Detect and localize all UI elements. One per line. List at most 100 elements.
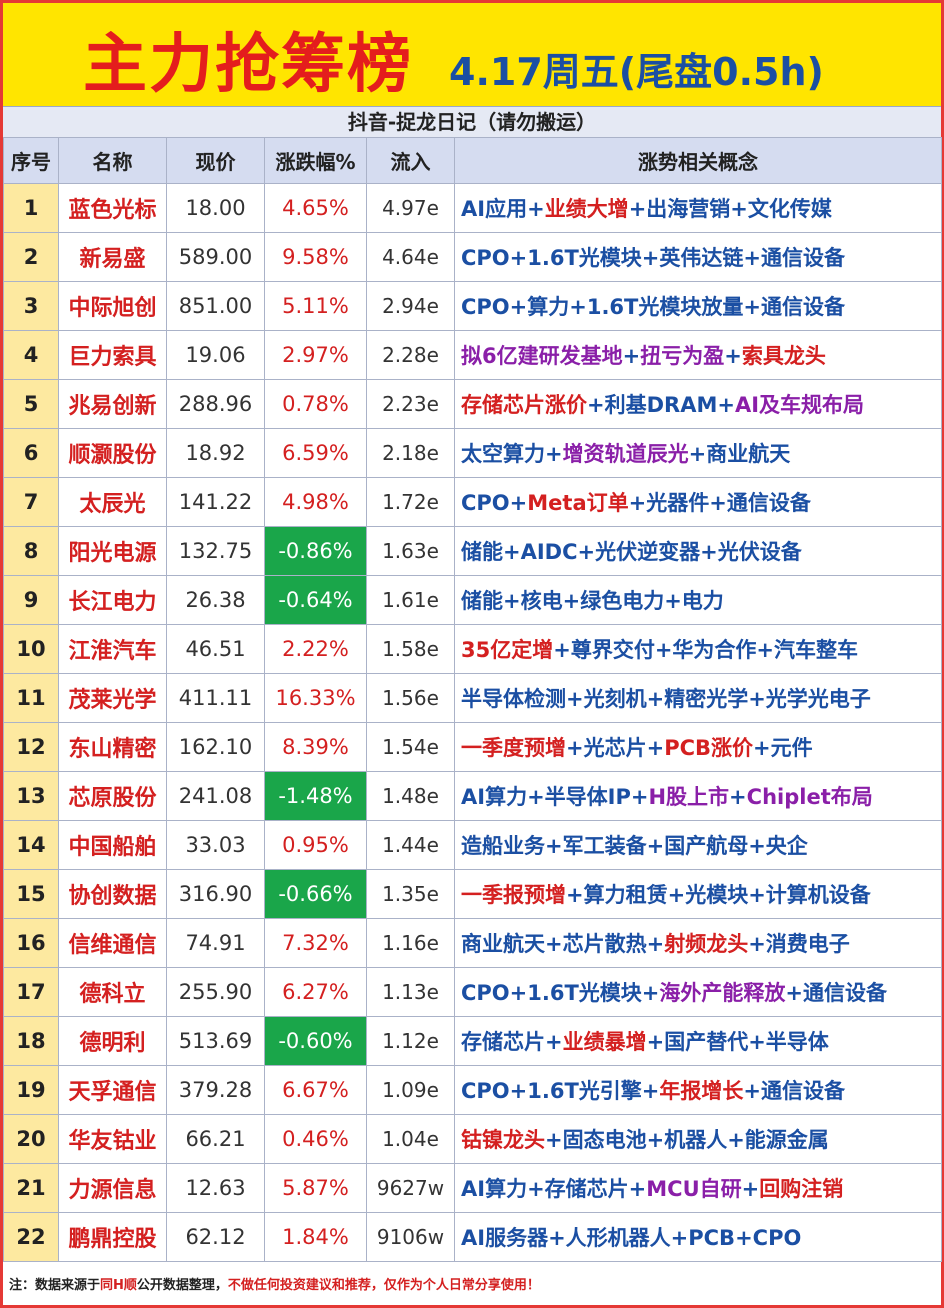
concept-cell: AI应用+业绩大增+出海营销+文化传媒 — [454, 183, 942, 233]
change-pct: 6.27% — [264, 967, 367, 1017]
table-row: 5 兆易创新 288.96 0.78% 2.23e 存储芯片涨价+利基DRAM+AI及车规… — [3, 379, 942, 429]
concept-segment: 扭亏为盈 — [640, 344, 725, 368]
concept-segment: AI及车规布局 — [734, 393, 865, 417]
row-index: 8 — [3, 526, 59, 576]
row-index: 18 — [3, 1016, 59, 1066]
concept-segment: +国产替代+半导体 — [646, 1030, 829, 1054]
row-index: 22 — [3, 1212, 59, 1262]
concept-segment: H股上市 — [648, 785, 730, 809]
change-pct: 4.65% — [264, 183, 367, 233]
footer-disclaimer: 注：数据来源于同H顺公开数据整理，不做任何投资建议和推荐，仅作为个人日常分享使用… — [3, 1267, 944, 1305]
concept-segment: 回购注销 — [759, 1177, 844, 1201]
change-pct: 9.58% — [264, 232, 367, 282]
row-index: 20 — [3, 1114, 59, 1164]
concept-cell: 储能+核电+绿色电力+电力 — [454, 575, 942, 625]
stock-price: 851.00 — [166, 281, 265, 331]
col-header-name: 名称 — [58, 137, 167, 184]
row-index: 9 — [3, 575, 59, 625]
inflow-amount: 4.64e — [366, 232, 455, 282]
concept-segment: CPO+ — [461, 491, 528, 515]
footer-prefix: 注：数据来源于 — [9, 1278, 101, 1293]
stock-price: 513.69 — [166, 1016, 265, 1066]
col-header-price: 现价 — [166, 137, 265, 184]
concept-segment: CPO+算力+1.6T光模块放量+通信设备 — [461, 295, 845, 319]
concept-segment: Chiplet布局 — [746, 785, 873, 809]
table-row: 9 长江电力 26.38 -0.64% 1.61e 储能+核电+绿色电力+电力 — [3, 575, 942, 625]
concept-cell: 半导体检测+光刻机+精密光学+光学光电子 — [454, 673, 942, 723]
concept-cell: 35亿定增+尊界交付+华为合作+汽车整车 — [454, 624, 942, 674]
concept-segment: + — [729, 785, 747, 809]
concept-cell: CPO+1.6T光模块+海外产能释放+通信设备 — [454, 967, 942, 1017]
stock-price: 26.38 — [166, 575, 265, 625]
stock-price: 62.12 — [166, 1212, 265, 1262]
concept-segment: Meta订单 — [527, 491, 629, 515]
row-index: 12 — [3, 722, 59, 772]
table-row: 6 顺灏股份 18.92 6.59% 2.18e 太空算力+增资轨道辰光+商业航天 — [3, 428, 942, 478]
stock-name: 长江电力 — [58, 575, 167, 625]
stock-name: 蓝色光标 — [58, 183, 167, 233]
inflow-amount: 2.18e — [366, 428, 455, 478]
row-index: 19 — [3, 1065, 59, 1115]
row-index: 6 — [3, 428, 59, 478]
change-pct: 5.87% — [264, 1163, 367, 1213]
table-row: 16 信维通信 74.91 7.32% 1.16e 商业航天+芯片散热+射频龙头+消费电子 — [3, 918, 942, 968]
concept-segment: +出海营销+文化传媒 — [628, 197, 832, 221]
table-row: 19 天孚通信 379.28 6.67% 1.09e CPO+1.6T光引擎+年报增长+通… — [3, 1065, 942, 1115]
table-row: 11 茂莱光学 411.11 16.33% 1.56e 半导体检测+光刻机+精密光学+光学… — [3, 673, 942, 723]
stock-name: 天孚通信 — [58, 1065, 167, 1115]
col-header-index: 序号 — [3, 137, 59, 184]
concept-segment: CPO+1.6T光模块+英伟达链+通信设备 — [461, 246, 845, 270]
concept-segment: 储能+AIDC+光伏逆变器+光伏设备 — [461, 540, 802, 564]
table-row: 14 中国船舶 33.03 0.95% 1.44e 造船业务+军工装备+国产航母+央企 — [3, 820, 942, 870]
inflow-amount: 1.63e — [366, 526, 455, 576]
table-row: 15 协创数据 316.90 -0.66% 1.35e 一季报预增+算力租赁+光模块+计算… — [3, 869, 942, 919]
change-pct: -0.86% — [264, 526, 367, 576]
table-row: 18 德明利 513.69 -0.60% 1.12e 存储芯片+业绩暴增+国产替代+半导体 — [3, 1016, 942, 1066]
inflow-amount: 1.58e — [366, 624, 455, 674]
concept-segment: + — [527, 197, 545, 221]
concept-segment: +商业航天 — [688, 442, 791, 466]
stock-name: 德明利 — [58, 1016, 167, 1066]
concept-segment: +元件 — [753, 736, 813, 760]
concept-segment: 海外产能释放 — [659, 981, 786, 1005]
concept-cell: 钴镍龙头+固态电池+机器人+能源金属 — [454, 1114, 942, 1164]
concept-segment: +固态电池+机器人+能源金属 — [545, 1128, 829, 1152]
stock-name: 芯原股份 — [58, 771, 167, 821]
row-index: 16 — [3, 918, 59, 968]
stock-price: 411.11 — [166, 673, 265, 723]
table-row: 21 力源信息 12.63 5.87% 9627w AI算力+存储芯片+MCU自研+回购注… — [3, 1163, 942, 1213]
stock-name: 华友钴业 — [58, 1114, 167, 1164]
stock-price: 46.51 — [166, 624, 265, 674]
ranking-table: 序号 名称 现价 涨跌幅% 流入 涨势相关概念 1 蓝色光标 18.00 4.65% 4… — [3, 137, 942, 1262]
stock-name: 新易盛 — [58, 232, 167, 282]
concept-segment: MCU自研 — [646, 1177, 742, 1201]
concept-cell: AI服务器+人形机器人+PCB+CPO — [454, 1212, 942, 1262]
concept-cell: 一季度预增+光芯片+PCB涨价+元件 — [454, 722, 942, 772]
concept-segment: AI应用 — [461, 197, 528, 221]
inflow-amount: 1.44e — [366, 820, 455, 870]
concept-segment: 太空算力+ — [461, 442, 563, 466]
concept-segment: 商业航天+芯片散热+ — [461, 932, 665, 956]
inflow-amount: 1.48e — [366, 771, 455, 821]
table-row: 4 巨力索具 19.06 2.97% 2.28e 拟6亿建研发基地+扭亏为盈+索具龙头 — [3, 330, 942, 380]
table-row: 22 鹏鼎控股 62.12 1.84% 9106w AI服务器+人形机器人+PCB+CPO — [3, 1212, 942, 1262]
change-pct: 0.78% — [264, 379, 367, 429]
stock-name: 阳光电源 — [58, 526, 167, 576]
concept-segment: AI算力+存储芯片+ — [461, 1177, 647, 1201]
row-index: 10 — [3, 624, 59, 674]
change-pct: 2.97% — [264, 330, 367, 380]
concept-cell: CPO+1.6T光引擎+年报增长+通信设备 — [454, 1065, 942, 1115]
concept-cell: 太空算力+增资轨道辰光+商业航天 — [454, 428, 942, 478]
table-row: 8 阳光电源 132.75 -0.86% 1.63e 储能+AIDC+光伏逆变器+光伏设备 — [3, 526, 942, 576]
concept-segment: 储能+核电+绿色电力+电力 — [461, 589, 724, 613]
change-pct: 5.11% — [264, 281, 367, 331]
stock-price: 162.10 — [166, 722, 265, 772]
row-index: 11 — [3, 673, 59, 723]
col-header-inflow: 流入 — [366, 137, 455, 184]
table-row: 17 德科立 255.90 6.27% 1.13e CPO+1.6T光模块+海外产能释放+… — [3, 967, 942, 1017]
row-index: 14 — [3, 820, 59, 870]
col-header-concept: 涨势相关概念 — [454, 137, 942, 184]
stock-price: 379.28 — [166, 1065, 265, 1115]
change-pct: 7.32% — [264, 918, 367, 968]
concept-segment: 业绩暴增 — [562, 1030, 647, 1054]
